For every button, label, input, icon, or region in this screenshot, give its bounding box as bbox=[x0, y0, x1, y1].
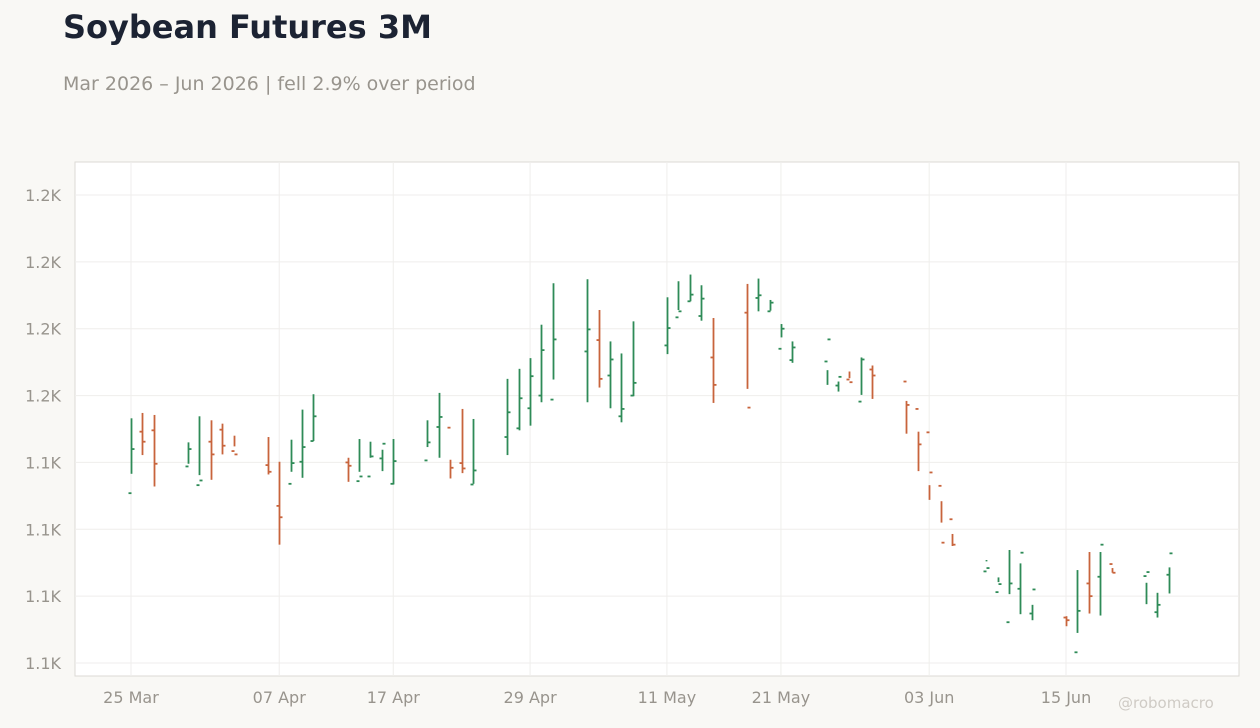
ohlc-bar bbox=[858, 357, 865, 403]
watermark: @robomacro bbox=[1118, 694, 1214, 712]
ohlc-bar bbox=[744, 283, 751, 409]
ohlc-bar bbox=[367, 441, 374, 478]
ohlc-bar bbox=[1017, 551, 1024, 615]
ohlc-bar bbox=[288, 439, 295, 485]
x-tick-label: 07 Apr bbox=[253, 688, 307, 707]
ohlc-bar bbox=[310, 394, 317, 442]
ohlc-bar bbox=[824, 338, 831, 385]
ohlc-bar bbox=[1029, 588, 1036, 621]
ohlc-bar bbox=[789, 341, 796, 363]
ohlc-bar bbox=[504, 378, 511, 456]
ohlc-bar bbox=[1097, 543, 1104, 616]
ohlc-bar bbox=[265, 437, 272, 475]
grid-lines bbox=[75, 162, 1239, 676]
ohlc-bar bbox=[675, 281, 682, 319]
ohlc-bar bbox=[356, 439, 363, 483]
ohlc-bar bbox=[276, 461, 283, 545]
ohlc-bar bbox=[949, 518, 956, 546]
ohlc-bar bbox=[1074, 570, 1081, 654]
ohlc-bar bbox=[1154, 592, 1161, 618]
x-tick-label: 29 Apr bbox=[504, 688, 558, 707]
x-tick-label: 03 Jun bbox=[904, 688, 954, 707]
ohlc-bar bbox=[869, 365, 876, 399]
ohlc-bar bbox=[1109, 563, 1116, 574]
ohlc-bar bbox=[379, 442, 386, 472]
ohlc-bar bbox=[424, 420, 431, 462]
ohlc-bar bbox=[835, 375, 842, 392]
ohlc-bar bbox=[447, 426, 454, 479]
ohlc-bar bbox=[1166, 552, 1173, 594]
ohlc-bar bbox=[698, 285, 705, 321]
ohlc-bar bbox=[550, 283, 557, 401]
ohlc-bar bbox=[196, 416, 203, 487]
ohlc-bar bbox=[151, 414, 158, 487]
x-tick-label: 25 Mar bbox=[103, 688, 159, 707]
ohlc-bar bbox=[710, 318, 717, 403]
ohlc-bar bbox=[470, 418, 477, 486]
ohlc-bar bbox=[915, 408, 922, 472]
y-tick-label: 1.2K bbox=[25, 186, 61, 205]
ohlc-bar bbox=[995, 577, 1002, 594]
y-axis: 1.1K 1.1K 1.1K 1.1K 1.2K 1.2K 1.2K 1.2K bbox=[25, 186, 61, 673]
x-tick-label: 21 May bbox=[752, 688, 811, 707]
y-tick-label: 1.1K bbox=[25, 453, 61, 472]
chart-title: Soybean Futures 3M bbox=[63, 8, 432, 46]
y-tick-label: 1.2K bbox=[25, 253, 61, 272]
ohlc-bar bbox=[767, 299, 774, 313]
ohlc-bar bbox=[846, 371, 853, 384]
ohlc-bar bbox=[687, 274, 694, 303]
x-tick-label: 11 May bbox=[638, 688, 697, 707]
ohlc-bar bbox=[1006, 550, 1013, 624]
ohlc-bar bbox=[527, 358, 534, 426]
ohlc-bar bbox=[219, 423, 226, 455]
y-tick-label: 1.1K bbox=[25, 520, 61, 539]
ohlc-bar bbox=[584, 279, 591, 403]
x-tick-label: 17 Apr bbox=[367, 688, 421, 707]
ohlc-bar bbox=[938, 484, 945, 544]
ohlc-bar bbox=[983, 560, 990, 573]
x-axis: 25 Mar 07 Apr 17 Apr 29 Apr 11 May 21 May 03 J… bbox=[103, 688, 1091, 707]
ohlc-bar bbox=[596, 309, 603, 388]
ohlc-bar bbox=[128, 418, 135, 495]
y-tick-label: 1.2K bbox=[25, 320, 61, 339]
ohlc-bar bbox=[926, 431, 933, 500]
ohlc-bar bbox=[185, 442, 192, 468]
y-tick-label: 1.1K bbox=[25, 654, 61, 673]
ohlc-bar bbox=[516, 368, 523, 431]
ohlc-bar bbox=[139, 412, 146, 456]
ohlc-bar bbox=[299, 409, 306, 478]
x-tick-label: 15 Jun bbox=[1041, 688, 1091, 707]
ohlc-bar bbox=[778, 324, 785, 350]
ohlc-bar bbox=[390, 439, 397, 485]
y-tick-label: 1.2K bbox=[25, 387, 61, 406]
ohlc-bar bbox=[664, 297, 671, 355]
ohlc-bar bbox=[459, 408, 466, 474]
ohlc-bar bbox=[345, 457, 352, 482]
ohlc-bar bbox=[607, 341, 614, 409]
ohlc-bar bbox=[1063, 616, 1070, 627]
ohlc-series bbox=[128, 274, 1173, 654]
ohlc-bar bbox=[231, 435, 238, 456]
ohlc-bar bbox=[1143, 571, 1150, 605]
ohlc-bar bbox=[618, 353, 625, 423]
ohlc-bar bbox=[538, 324, 545, 403]
ohlc-bar bbox=[755, 278, 762, 312]
ohlc-bar bbox=[1086, 552, 1093, 614]
chart-subtitle: Mar 2026 – Jun 2026 | fell 2.9% over per… bbox=[63, 73, 476, 95]
ohlc-bar bbox=[903, 380, 910, 434]
plot-area bbox=[74, 161, 1240, 677]
y-tick-label: 1.1K bbox=[25, 587, 61, 606]
ohlc-bar bbox=[208, 420, 215, 480]
ohlc-bar bbox=[436, 392, 443, 458]
ohlc-bar bbox=[630, 321, 637, 397]
